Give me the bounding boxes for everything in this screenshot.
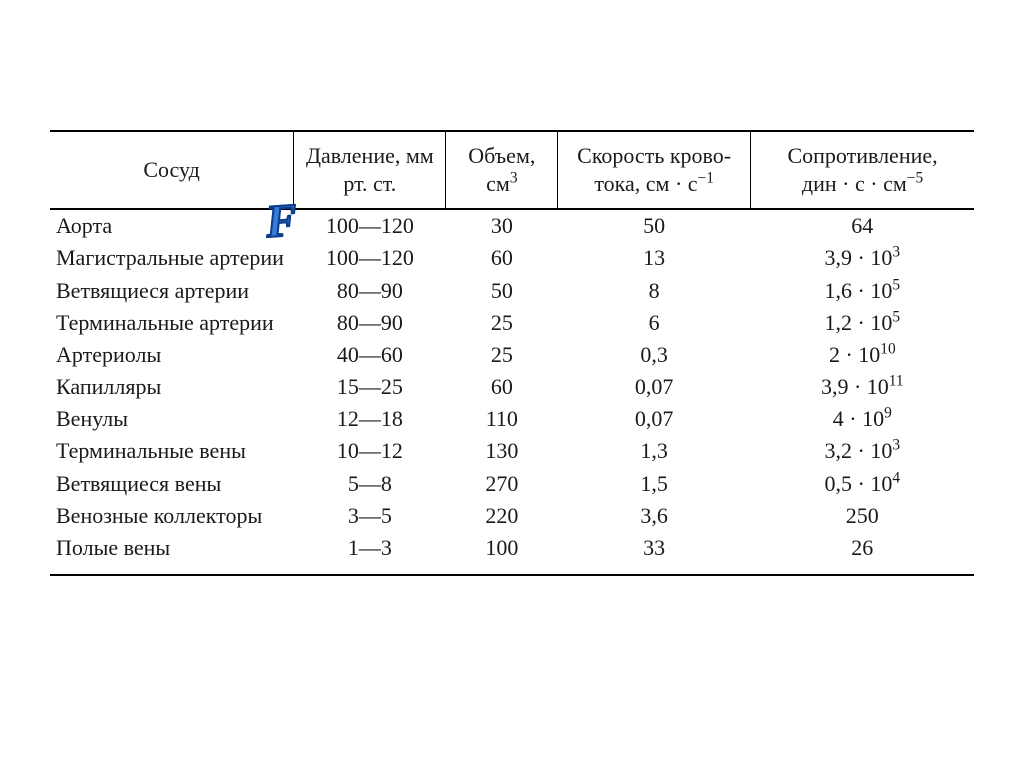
cell-volume: 220 xyxy=(446,500,558,532)
cell-pressure: 10—12 xyxy=(294,435,446,467)
cell-vessel: Ветвящиеся артерии xyxy=(50,275,294,307)
table-head: СосудДавление, ммрт. ст.Объем,см3Скорост… xyxy=(50,131,974,209)
page: СосудДавление, ммрт. ст.Объем,см3Скорост… xyxy=(0,0,1024,767)
cell-volume: 110 xyxy=(446,403,558,435)
table-row: Терминальные артерии80—902561,2 · 105 xyxy=(50,307,974,339)
cell-volume: 25 xyxy=(446,339,558,371)
cell-pressure: 1—3 xyxy=(294,532,446,575)
cell-velocity: 8 xyxy=(558,275,751,307)
cell-pressure: 100—120 xyxy=(294,242,446,274)
cell-volume: 60 xyxy=(446,371,558,403)
table-row: Капилляры15—25600,073,9 · 1011 xyxy=(50,371,974,403)
cell-vessel: Терминальные вены xyxy=(50,435,294,467)
table-row: Полые вены1—31003326 xyxy=(50,532,974,575)
cell-resistance_html: 3,9 · 1011 xyxy=(751,371,974,403)
cell-pressure: 3—5 xyxy=(294,500,446,532)
cell-velocity: 50 xyxy=(558,209,751,242)
table-row: Аорта100—120305064 xyxy=(50,209,974,242)
cell-velocity: 0,07 xyxy=(558,371,751,403)
cell-vessel: Терминальные артерии xyxy=(50,307,294,339)
col-header-pressure: Давление, ммрт. ст. xyxy=(294,131,446,209)
cell-pressure: 80—90 xyxy=(294,307,446,339)
cell-pressure: 80—90 xyxy=(294,275,446,307)
cell-pressure: 15—25 xyxy=(294,371,446,403)
cell-volume: 30 xyxy=(446,209,558,242)
table-row: Терминальные вены10—121301,33,2 · 103 xyxy=(50,435,974,467)
cell-vessel: Артериолы xyxy=(50,339,294,371)
col-header-resistance: Сопротивление,дин · с · см−5 xyxy=(751,131,974,209)
cell-pressure: 5—8 xyxy=(294,468,446,500)
vessel-table: СосудДавление, ммрт. ст.Объем,см3Скорост… xyxy=(50,130,974,576)
table-row: Венозные коллекторы3—52203,6250 xyxy=(50,500,974,532)
cell-volume: 25 xyxy=(446,307,558,339)
cell-resistance_html: 250 xyxy=(751,500,974,532)
cell-vessel: Венулы xyxy=(50,403,294,435)
cell-resistance_html: 26 xyxy=(751,532,974,575)
cell-volume: 270 xyxy=(446,468,558,500)
cell-vessel: Аорта xyxy=(50,209,294,242)
cell-vessel: Ветвящиеся вены xyxy=(50,468,294,500)
cell-volume: 130 xyxy=(446,435,558,467)
cell-velocity: 0,3 xyxy=(558,339,751,371)
cell-resistance_html: 1,2 · 105 xyxy=(751,307,974,339)
cell-pressure: 100—120 xyxy=(294,209,446,242)
table-header-row: СосудДавление, ммрт. ст.Объем,см3Скорост… xyxy=(50,131,974,209)
table-container: СосудДавление, ммрт. ст.Объем,см3Скорост… xyxy=(50,130,974,576)
cell-resistance_html: 3,9 · 103 xyxy=(751,242,974,274)
table-row: Ветвящиеся артерии80—905081,6 · 105 xyxy=(50,275,974,307)
col-header-vessel: Сосуд xyxy=(50,131,294,209)
col-header-volume: Объем,см3 xyxy=(446,131,558,209)
cell-resistance_html: 1,6 · 105 xyxy=(751,275,974,307)
cell-velocity: 1,5 xyxy=(558,468,751,500)
cell-velocity: 0,07 xyxy=(558,403,751,435)
table-row: Магистральные артерии100—12060133,9 · 10… xyxy=(50,242,974,274)
cell-velocity: 3,6 xyxy=(558,500,751,532)
cell-pressure: 40—60 xyxy=(294,339,446,371)
cell-pressure: 12—18 xyxy=(294,403,446,435)
cell-velocity: 13 xyxy=(558,242,751,274)
table-body: Аорта100—120305064Магистральные артерии1… xyxy=(50,209,974,575)
cell-vessel: Магистральные артерии xyxy=(50,242,294,274)
cell-vessel: Капилляры xyxy=(50,371,294,403)
cell-volume: 100 xyxy=(446,532,558,575)
cell-vessel: Венозные коллекторы xyxy=(50,500,294,532)
cell-resistance_html: 4 · 109 xyxy=(751,403,974,435)
table-row: Артериолы40—60250,32 · 1010 xyxy=(50,339,974,371)
cell-velocity: 33 xyxy=(558,532,751,575)
cell-velocity: 6 xyxy=(558,307,751,339)
cell-resistance_html: 3,2 · 103 xyxy=(751,435,974,467)
col-header-velocity: Скорость крово-тока, см · с−1 xyxy=(558,131,751,209)
cell-volume: 50 xyxy=(446,275,558,307)
cell-velocity: 1,3 xyxy=(558,435,751,467)
table-row: Ветвящиеся вены5—82701,50,5 · 104 xyxy=(50,468,974,500)
cell-resistance_html: 64 xyxy=(751,209,974,242)
cell-resistance_html: 0,5 · 104 xyxy=(751,468,974,500)
cell-vessel: Полые вены xyxy=(50,532,294,575)
table-row: Венулы12—181100,074 · 109 xyxy=(50,403,974,435)
cell-volume: 60 xyxy=(446,242,558,274)
cell-resistance_html: 2 · 1010 xyxy=(751,339,974,371)
